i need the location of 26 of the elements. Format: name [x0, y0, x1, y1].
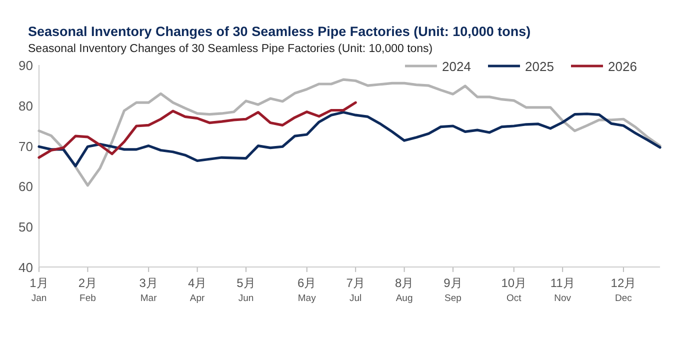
- y-tick-label: 60: [18, 179, 33, 194]
- x-tick-label: 1月 Jan: [30, 276, 48, 304]
- legend-label: 2024: [442, 59, 471, 74]
- x-tick-label: 6月 May: [298, 276, 316, 304]
- x-tick-label: 5月 Jun: [236, 276, 256, 304]
- y-tick-label: 50: [18, 220, 33, 235]
- x-tick-label: 11月 Nov: [550, 276, 575, 304]
- x-tick-label: 12月 Dec: [610, 276, 636, 304]
- x-tick-label: 7月 Jul: [346, 276, 365, 304]
- y-tick-label: 80: [18, 98, 33, 114]
- x-tick-label: 3月 Mar: [139, 276, 158, 304]
- line-series: [38, 101, 357, 159]
- chart-subtitle: Seasonal Inventory Changes of 30 Seamless Pipe Factories (Unit: 10,000 tons): [28, 43, 433, 55]
- legend-label: 2025: [525, 59, 554, 74]
- x-tick-label: 8月 Aug: [394, 276, 414, 304]
- line-series: [38, 78, 662, 187]
- y-tick-label: 90: [18, 58, 33, 73]
- x-tick-label: 2月 Feb: [78, 276, 98, 304]
- y-tick-label: 70: [18, 138, 33, 154]
- x-tick-label: 9月 Sep: [444, 276, 462, 304]
- chart-title: Seasonal Inventory Changes of 30 Seamless Pipe Factories (Unit: 10,000 tons): [28, 24, 531, 39]
- x-tick-label: 4月 Apr: [188, 276, 207, 304]
- x-tick-label: 10月 Oct: [501, 276, 527, 304]
- y-tick-label: 40: [18, 260, 33, 275]
- legend-label: 2026: [608, 59, 637, 74]
- line-series: [38, 110, 662, 168]
